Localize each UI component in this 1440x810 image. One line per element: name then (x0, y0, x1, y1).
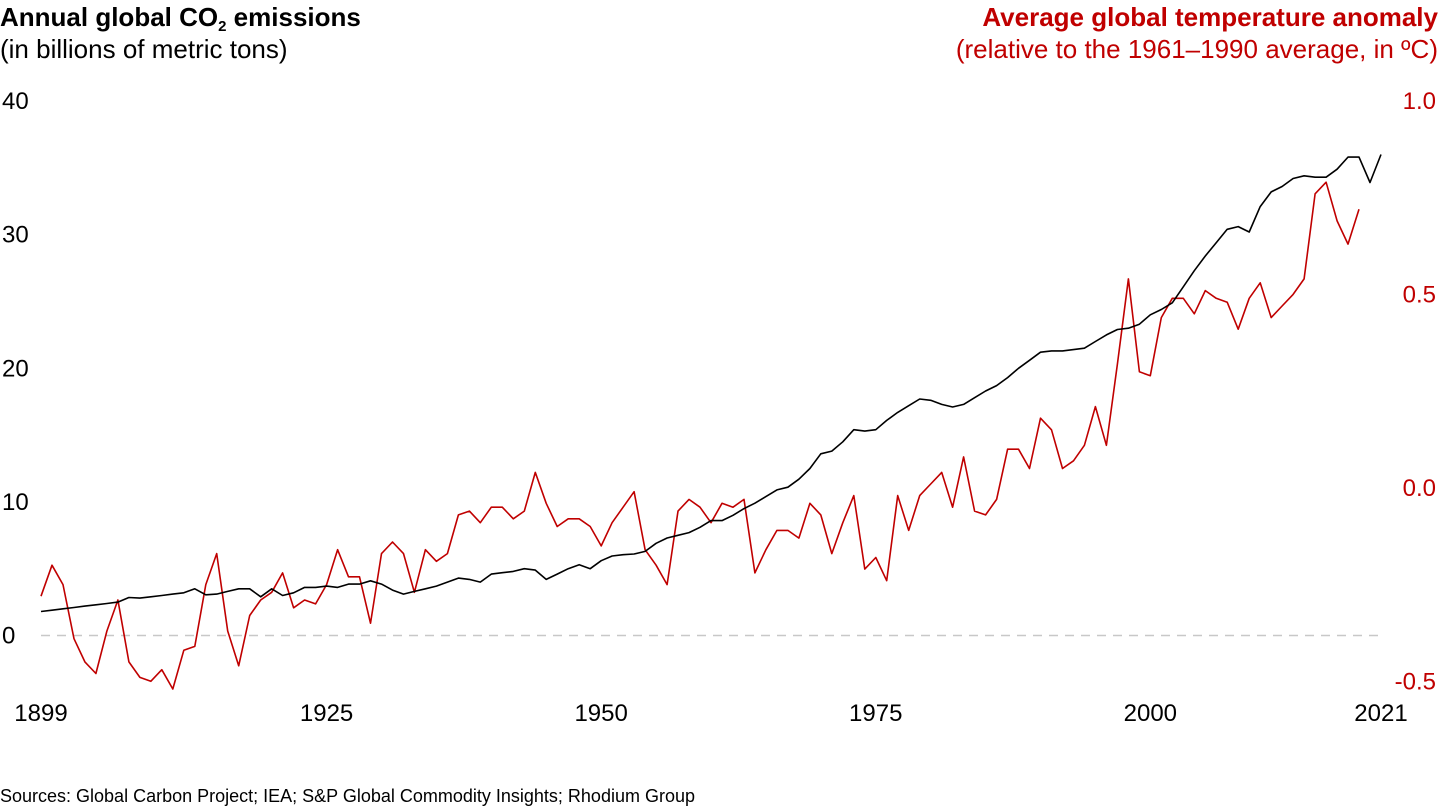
left-title-end: emissions (226, 2, 361, 32)
left-axis-ticks: 0 10 20 30 40 (2, 88, 29, 650)
left-axis-tick-label: 0 (2, 623, 15, 650)
x-axis-ticks: 1899 1925 1950 1975 2000 2021 (14, 700, 1407, 727)
left-title-subscript: 2 (218, 18, 227, 35)
left-axis-tick-label: 40 (2, 88, 29, 115)
right-axis-tick-label: 0.5 (1403, 281, 1436, 308)
x-axis-tick-label: 1925 (300, 700, 353, 727)
x-axis-tick-label: 2000 (1124, 700, 1177, 727)
right-axis-tick-label: 0.0 (1403, 475, 1436, 502)
x-axis-tick-label: 1975 (849, 700, 902, 727)
left-axis-tick-label: 20 (2, 355, 29, 382)
left-axis-subtitle: (in billions of metric tons) (0, 34, 288, 64)
right-axis-tick-label: -0.5 (1395, 668, 1436, 695)
right-axis-title: Average global temperature anomaly (982, 2, 1438, 32)
x-axis-tick-label: 1899 (14, 700, 67, 727)
left-title-main: Annual global CO (0, 2, 219, 32)
source-note: Sources: Global Carbon Project; IEA; S&P… (0, 786, 695, 806)
right-axis-subtitle: (relative to the 1961–1990 average, in º… (955, 34, 1438, 64)
series-layer (40, 154, 1382, 690)
left-axis-tick-label: 10 (2, 489, 29, 516)
x-axis-tick-label: 2021 (1354, 700, 1407, 727)
left-axis-tick-label: 30 (2, 222, 29, 249)
right-axis-ticks: -0.5 0.0 0.5 1.0 (1395, 88, 1436, 695)
co2-emissions-line (40, 154, 1382, 613)
x-axis-tick-label: 1950 (574, 700, 627, 727)
temperature-anomaly-line (40, 181, 1360, 690)
right-axis-tick-label: 1.0 (1403, 88, 1436, 115)
left-axis-title: Annual global CO2 emissions (0, 2, 361, 37)
